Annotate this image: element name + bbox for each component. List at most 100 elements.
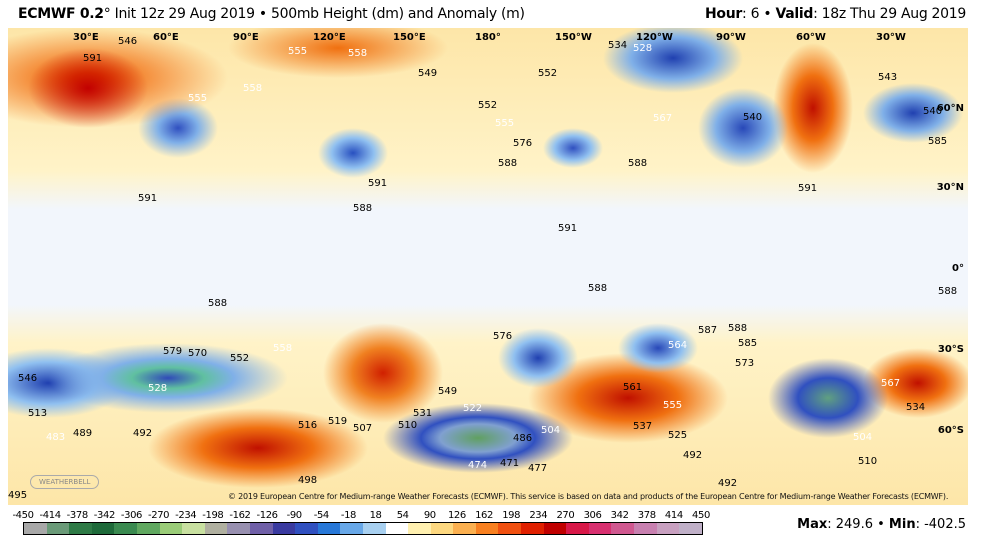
contour-label: 579: [163, 346, 183, 357]
colorbar-ticks: -450 -414 -378 -342 -306 -270 -234 -198 -162 -126…: [12, 510, 710, 522]
colorbar-swatch: [272, 523, 296, 534]
colorbar-tick: 234: [529, 510, 548, 521]
colorbar-swatch: [656, 523, 680, 534]
longitude-label: 60°W: [796, 32, 826, 43]
colorbar-tick: 450: [692, 510, 710, 521]
colorbar-swatch: [566, 523, 589, 534]
contour-label: 567: [881, 378, 901, 389]
contour-label: 540: [743, 112, 763, 123]
colorbar-swatch: [91, 523, 115, 534]
colorbar-swatch: [24, 523, 47, 534]
colorbar-tick: 414: [664, 510, 683, 521]
colorbar-swatch: [46, 523, 70, 534]
valid-time: Hour: 6 • Valid: 18z Thu 29 Aug 2019: [705, 6, 966, 22]
contour-label: 486: [513, 433, 533, 444]
longitude-label: 180°: [475, 32, 501, 43]
colorbar-tick: 54: [396, 510, 409, 521]
contour-label: 507: [353, 423, 373, 434]
max-label: Max: [797, 517, 828, 532]
contour-label: 510: [398, 420, 418, 431]
contour-label: 561: [623, 382, 643, 393]
colorbar-tick: -342: [93, 510, 116, 521]
contour-label: 587: [698, 325, 718, 336]
colorbar-swatch: [453, 523, 476, 534]
colorbar-tick: 126: [447, 510, 466, 521]
colorbar-swatch: [362, 523, 386, 534]
longitude-label: 120°E: [313, 32, 346, 43]
contour-label: 588: [353, 203, 373, 214]
longitude-label: 90°E: [233, 32, 259, 43]
colorbar-swatch: [588, 523, 612, 534]
colorbar-swatch: [521, 523, 544, 534]
contour-label: 510: [858, 456, 878, 467]
hour-value: : 6 •: [742, 6, 776, 22]
colorbar-swatch: [69, 523, 92, 534]
colorbar-tick: -162: [229, 510, 251, 521]
contour-label: 588: [728, 323, 748, 334]
longitude-label: 150°W: [555, 32, 592, 43]
contour-label: 552: [230, 353, 250, 364]
longitude-label: 90°W: [716, 32, 746, 43]
contour-label: 555: [663, 400, 683, 411]
contour-label: 588: [498, 158, 518, 169]
max-value: : 249.6 •: [827, 517, 889, 532]
contour-label: 588: [938, 286, 958, 297]
weather-map: 30°E 60°E 90°E 120°E 150°E 180° 150°W 120°W 90°W…: [8, 28, 968, 505]
longitude-label: 120°W: [636, 32, 673, 43]
min-value: : -402.5: [915, 517, 966, 532]
contour-label: 552: [538, 68, 558, 79]
contour-label: 534: [608, 40, 628, 51]
colorbar-swatch: [498, 523, 522, 534]
contour-label: 492: [718, 478, 738, 489]
colorbar-swatch: [136, 523, 160, 534]
contour-label: 474: [468, 460, 488, 471]
longitude-label: 60°E: [153, 32, 179, 43]
colorbar-tick: 306: [583, 510, 602, 521]
contour-label: 546: [118, 36, 138, 47]
contour-label: 570: [188, 348, 208, 359]
colorbar-swatch: [475, 523, 499, 534]
contour-label: 471: [500, 458, 520, 469]
colorbar-swatch: [543, 523, 567, 534]
valid-value: : 18z Thu 29 Aug 2019: [813, 6, 966, 22]
contour-label: 558: [348, 48, 368, 59]
colorbar-tick: -234: [175, 510, 197, 521]
contour-label: 588: [588, 283, 608, 294]
colorbar-swatch: [634, 523, 657, 534]
contour-label: 576: [493, 331, 513, 342]
contour-label: 555: [495, 118, 515, 129]
contour-label: 549: [438, 386, 458, 397]
colorbar-swatch: [430, 523, 454, 534]
contour-label: 519: [328, 416, 348, 427]
contour-label: 525: [668, 430, 688, 441]
colorbar-swatch: [611, 523, 635, 534]
colorbar-swatch: [317, 523, 341, 534]
contour-label: 558: [243, 83, 263, 94]
longitude-label: 30°W: [876, 32, 906, 43]
contour-label: 555: [288, 46, 308, 57]
colorbar-swatch: [114, 523, 137, 534]
contour-label: 585: [928, 136, 948, 147]
hour-label: Hour: [704, 6, 742, 22]
colorbar-tick: 378: [637, 510, 656, 521]
colorbar-tick: -54: [313, 510, 330, 521]
longitude-label: 30°E: [73, 32, 99, 43]
colorbar-swatch: [679, 523, 702, 534]
contour-label: 504: [853, 432, 873, 443]
valid-label: Valid: [775, 6, 814, 22]
colorbar-tick: -414: [39, 510, 62, 521]
colorbar-tick: 342: [610, 510, 629, 521]
colorbar-tick: -270: [148, 510, 170, 521]
colorbar-tick: 162: [475, 510, 493, 521]
contour-label: 498: [298, 475, 318, 486]
contour-label: 489: [73, 428, 93, 439]
longitude-label: 150°E: [393, 32, 426, 43]
contour-label: 567: [653, 113, 673, 124]
model-name: ECMWF 0.2: [18, 6, 104, 22]
latitude-label: 30°N: [936, 182, 964, 193]
contour-label: 555: [188, 93, 208, 104]
map-title: ECMWF 0.2° Init 12z 29 Aug 2019 • 500mb …: [18, 6, 525, 22]
contour-label: 513: [28, 408, 48, 419]
colorbar-swatch: [249, 523, 273, 534]
latitude-label: 60°N: [936, 103, 964, 114]
